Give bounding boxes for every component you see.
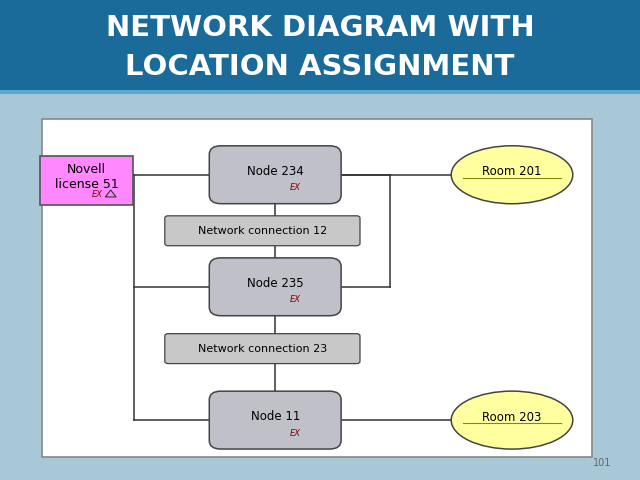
Text: 101: 101 <box>593 458 611 468</box>
Text: Room 203: Room 203 <box>483 411 541 424</box>
Text: EX: EX <box>289 295 300 304</box>
Ellipse shape <box>451 391 573 449</box>
Text: Novell
license 51: Novell license 51 <box>54 163 118 191</box>
FancyBboxPatch shape <box>164 334 360 363</box>
Text: Room 201: Room 201 <box>483 165 541 179</box>
Bar <box>42 119 592 457</box>
Bar <box>0 90 640 94</box>
Bar <box>40 156 133 204</box>
FancyBboxPatch shape <box>164 216 360 246</box>
FancyBboxPatch shape <box>209 258 341 316</box>
Text: Node 11: Node 11 <box>250 410 300 423</box>
Text: LOCATION ASSIGNMENT: LOCATION ASSIGNMENT <box>125 53 515 82</box>
Text: Network connection 23: Network connection 23 <box>198 344 327 354</box>
Text: EX: EX <box>92 190 102 199</box>
Text: EX: EX <box>289 183 300 192</box>
Ellipse shape <box>451 146 573 204</box>
FancyBboxPatch shape <box>209 391 341 449</box>
Text: NETWORK DIAGRAM WITH: NETWORK DIAGRAM WITH <box>106 14 534 42</box>
Text: EX: EX <box>289 429 300 438</box>
Bar <box>0 0 640 94</box>
Text: Network connection 12: Network connection 12 <box>198 226 327 236</box>
Text: Node 235: Node 235 <box>247 277 303 290</box>
Text: Node 234: Node 234 <box>247 165 303 178</box>
FancyBboxPatch shape <box>209 146 341 204</box>
